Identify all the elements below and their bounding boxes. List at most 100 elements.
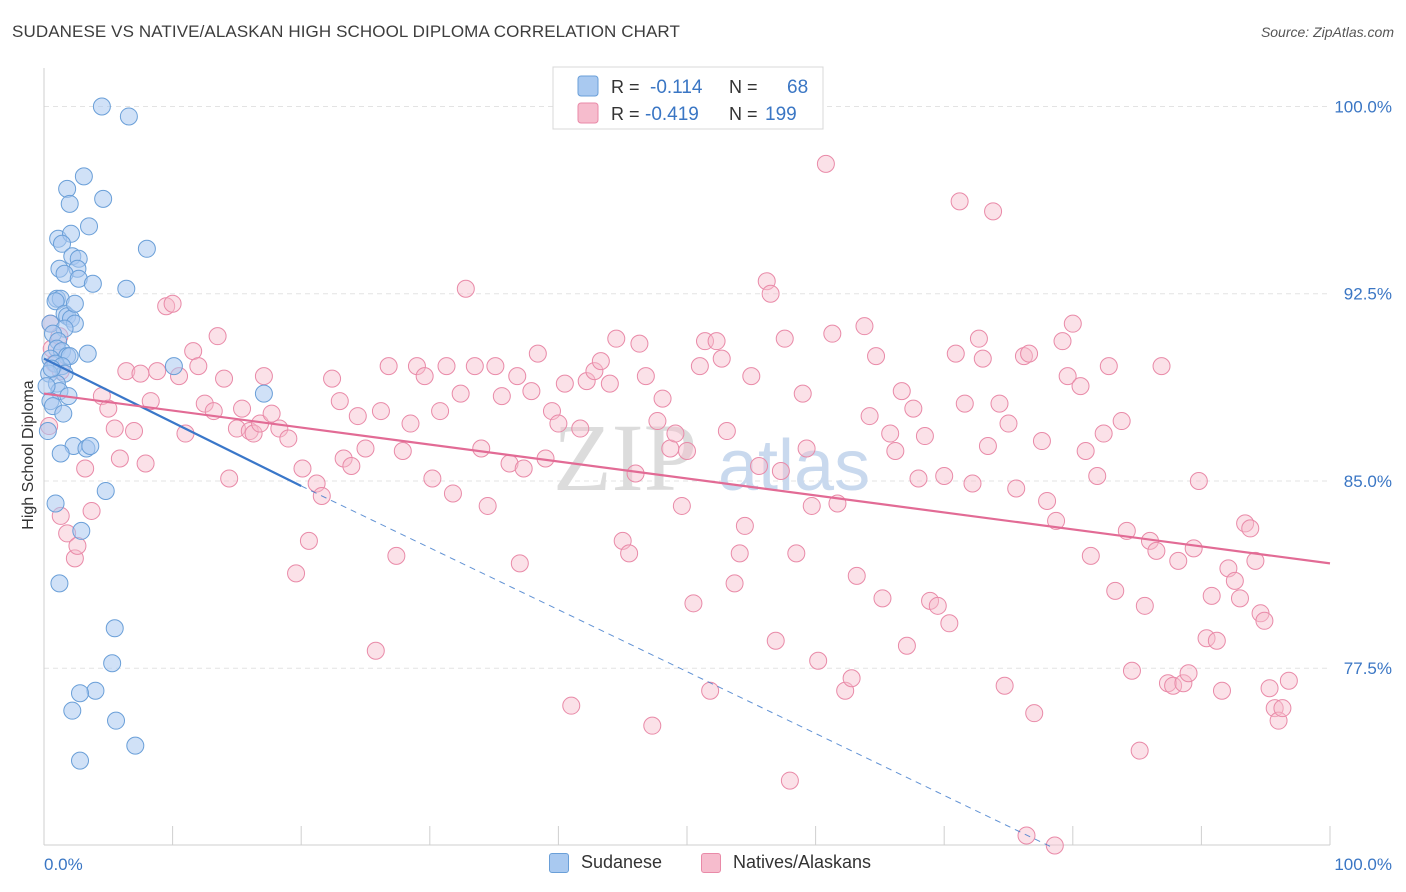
data-point-sudanese: [126, 736, 145, 755]
data-point-natives: [334, 449, 353, 468]
data-point-natives: [591, 352, 610, 371]
data-point-natives: [323, 369, 342, 388]
data-point-natives: [780, 771, 799, 790]
data-point-natives: [189, 357, 208, 376]
data-point-natives: [809, 651, 828, 670]
data-point-natives: [1014, 347, 1033, 366]
legend-r-value-2: -0.419: [645, 104, 699, 125]
legend-swatch-natives: [577, 102, 599, 124]
data-point-natives: [990, 394, 1009, 413]
data-point-natives: [904, 399, 923, 418]
data-point-sudanese: [103, 654, 122, 673]
legend-swatch-sudanese-bottom: [549, 852, 569, 873]
data-point-natives: [771, 461, 790, 480]
data-point-natives: [1207, 631, 1226, 650]
data-point-natives: [1025, 704, 1044, 723]
data-point-natives: [1088, 466, 1107, 485]
data-point-natives: [855, 317, 874, 336]
legend-n-label-1: N =: [729, 77, 758, 97]
data-point-sudanese: [92, 97, 111, 116]
data-point-natives: [522, 382, 541, 401]
data-point-natives: [867, 347, 886, 366]
data-point-natives: [684, 594, 703, 613]
data-point-natives: [1255, 611, 1274, 630]
legend-item-sudanese[interactable]: Sudanese: [549, 852, 662, 873]
data-point-natives: [978, 437, 997, 456]
data-point-natives: [1007, 479, 1026, 498]
data-point-natives: [950, 192, 969, 211]
data-point-natives: [847, 566, 866, 585]
data-point-natives: [366, 641, 385, 660]
data-point-natives: [995, 676, 1014, 695]
data-point-natives: [1179, 664, 1198, 683]
data-point-sudanese: [254, 384, 273, 403]
sudanese-points: [37, 97, 273, 770]
source-label: Source: ZipAtlas.com: [1260, 24, 1394, 40]
data-point-natives: [672, 496, 691, 515]
data-point-sudanese: [71, 684, 90, 703]
stats-legend: R = -0.114 N = 68 R = -0.419 N = 199: [552, 66, 824, 130]
data-point-natives: [555, 374, 574, 393]
data-point-natives: [787, 544, 806, 563]
data-point-natives: [1225, 571, 1244, 590]
data-point-sudanese: [78, 344, 97, 363]
trend-line-sudanese-extension: [300, 485, 1054, 849]
legend-n-label-2: N =: [729, 104, 758, 124]
data-point-natives: [600, 374, 619, 393]
data-point-natives: [678, 442, 696, 461]
data-point-natives: [1246, 551, 1265, 570]
data-point-natives: [823, 324, 842, 343]
data-point-natives: [486, 357, 505, 376]
data-point-natives: [456, 279, 475, 298]
data-point-sudanese: [94, 189, 113, 208]
data-point-natives: [690, 357, 709, 376]
data-point-natives: [940, 614, 959, 633]
data-point-natives: [478, 496, 497, 515]
data-point-natives: [892, 382, 911, 401]
legend-item-natives[interactable]: Natives/Alaskans: [701, 852, 871, 873]
data-point-natives: [1152, 357, 1171, 376]
data-point-natives: [571, 419, 590, 438]
data-point-natives: [915, 427, 934, 446]
data-point-natives: [735, 516, 754, 535]
data-point-natives: [510, 554, 529, 573]
data-point-natives: [620, 544, 639, 563]
data-point-sudanese: [72, 521, 91, 540]
data-point-natives: [279, 429, 298, 448]
data-point-natives: [630, 334, 649, 353]
data-point-natives: [431, 402, 450, 421]
data-point-natives: [465, 357, 484, 376]
data-point-natives: [712, 349, 731, 368]
data-point-natives: [254, 367, 273, 386]
data-point-sudanese: [65, 294, 84, 313]
data-point-natives: [131, 364, 150, 383]
data-point-natives: [208, 327, 227, 346]
data-point-sudanese: [117, 279, 136, 298]
data-point-natives: [577, 372, 596, 391]
data-point-natives: [514, 459, 533, 478]
data-point-sudanese: [74, 167, 93, 186]
data-point-natives: [750, 457, 769, 475]
data-point-natives: [935, 466, 954, 485]
data-point-natives: [984, 202, 1003, 221]
data-point-natives: [1047, 511, 1066, 530]
series-legend: Sudanese Natives/Alaskans: [0, 848, 1406, 878]
data-point-natives: [707, 332, 726, 351]
data-point-sudanese: [51, 444, 70, 463]
data-point-sudanese: [50, 574, 69, 593]
data-point-natives: [1112, 412, 1131, 431]
data-point-natives: [1184, 539, 1203, 558]
data-point-natives: [999, 414, 1018, 433]
data-point-natives: [215, 369, 234, 388]
data-point-natives: [802, 496, 821, 515]
data-point-natives: [636, 367, 655, 386]
data-point-natives: [1147, 541, 1166, 560]
data-point-natives: [195, 394, 214, 413]
data-point-natives: [1058, 367, 1077, 386]
data-point-natives: [643, 716, 662, 735]
data-point-sudanese: [81, 437, 100, 456]
data-point-natives: [1045, 836, 1064, 855]
data-point-natives: [393, 442, 412, 461]
grid-lines: [44, 105, 1330, 669]
